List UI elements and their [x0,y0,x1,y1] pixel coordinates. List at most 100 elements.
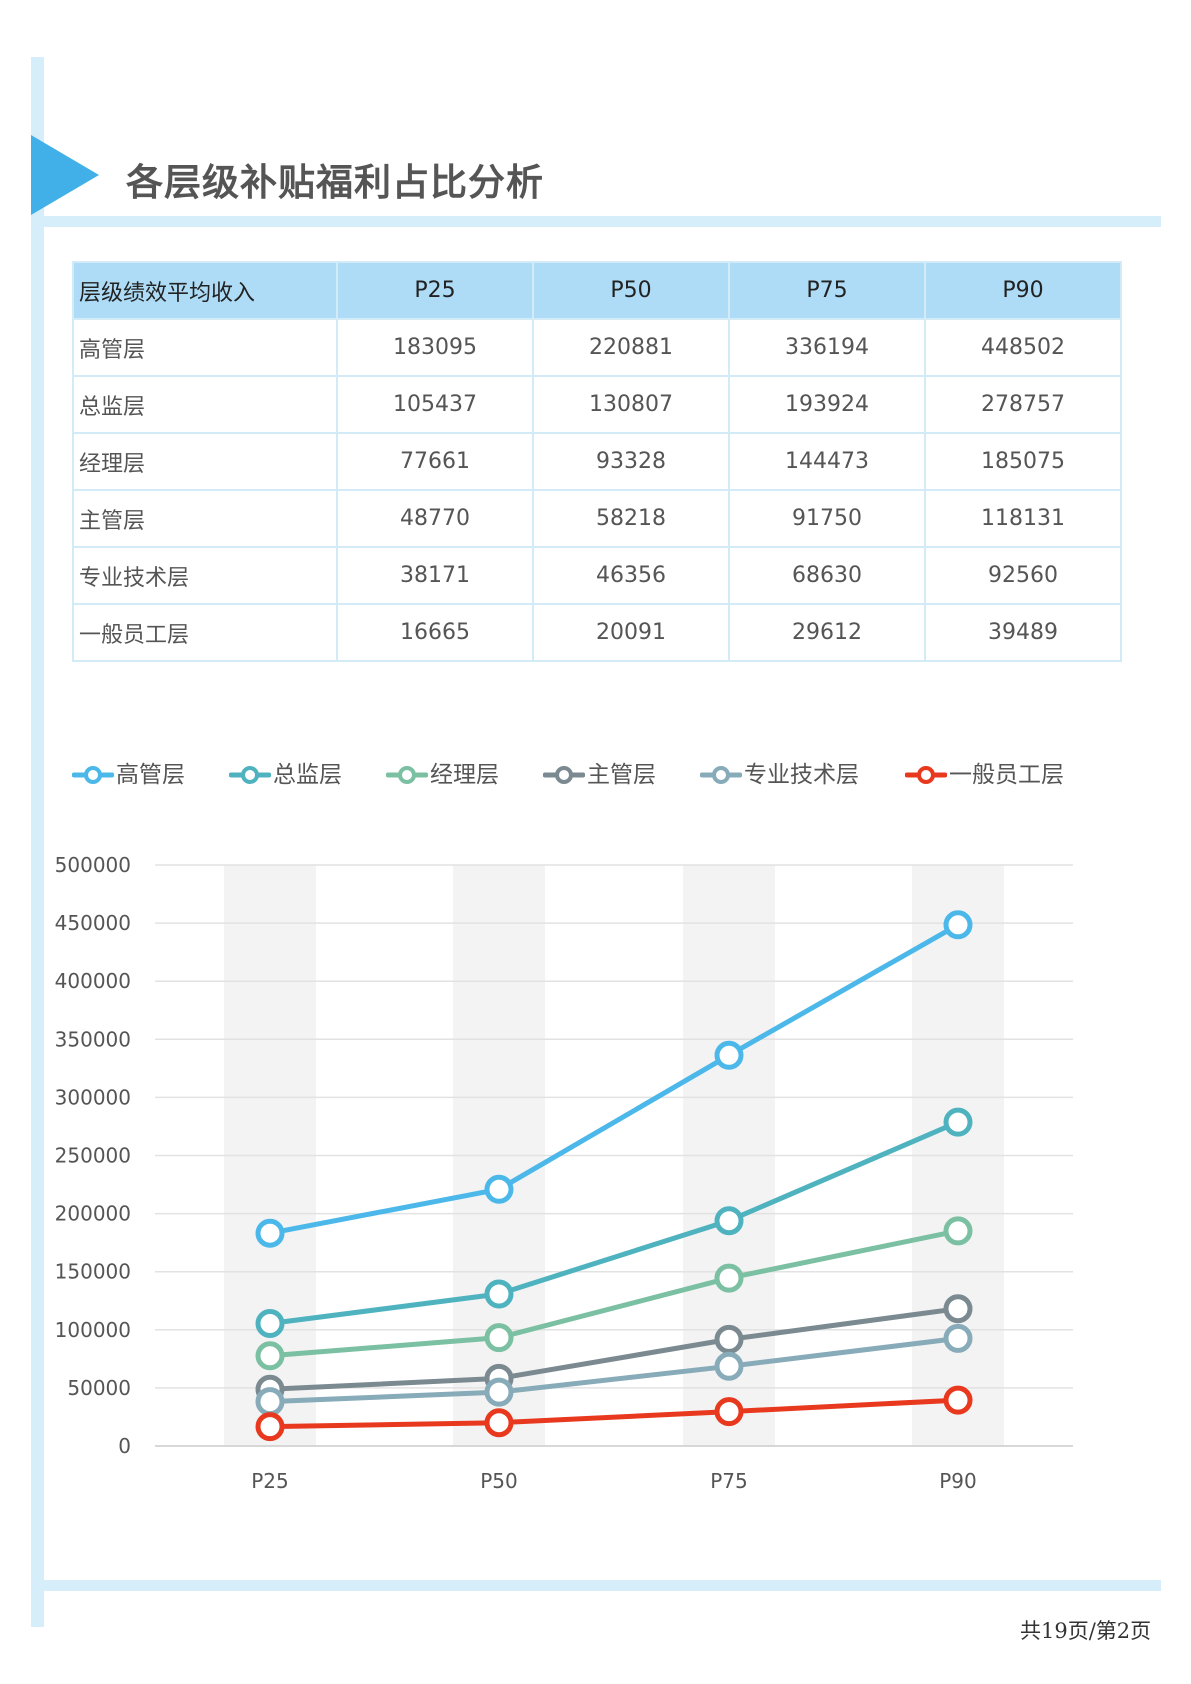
page-number: 共19页/第2页 [1020,1619,1152,1643]
legend-marker-icon [72,766,114,784]
header-divider [31,216,1161,227]
legend-label: 高管层 [116,762,185,788]
table-cell: 68630 [728,546,926,605]
page-title: 各层级补贴福利占比分析 [126,161,544,204]
y-tick-label: 350000 [55,1027,131,1051]
legend-label: 主管层 [587,762,656,788]
series-point-1 [943,1107,973,1137]
series-line-4 [267,1335,961,1405]
series-point-0 [484,1174,514,1204]
table-header-row: 层级绩效平均收入 P25 P50 P75 P90 [72,261,1122,320]
series-point-4 [714,1351,744,1381]
table-cell: 经理层 [72,432,338,491]
table-cell: 主管层 [72,489,338,548]
line-chart: 0 50000 100000 150000 200000 250000 300000 3500… [55,853,1073,1493]
title-triangle-icon [31,135,99,215]
series-point-5 [255,1412,285,1442]
series-line-3 [267,1306,961,1392]
series-point-4 [943,1323,973,1353]
series-point-0 [255,1218,285,1248]
y-tick-label: 100000 [55,1318,131,1342]
table-header-cell: P25 [336,261,534,320]
legend-marker-icon [700,766,742,784]
table-row: 主管层 48770 58218 91750 118131 [72,489,1122,548]
series-line-2 [267,1228,961,1359]
series-point-1 [714,1206,744,1236]
series-point-5 [714,1397,744,1427]
series-point-4 [484,1377,514,1407]
table-cell: 39489 [924,603,1122,662]
table-cell: 220881 [532,318,730,377]
series-point-1 [255,1309,285,1338]
series-point-3 [714,1324,744,1354]
y-tick-label: 500000 [55,853,131,877]
legend-marker-icon [905,766,947,784]
income-table: 层级绩效平均收入 P25 P50 P75 P90 高管层 183095 2208… [72,261,1122,662]
y-tick-label: 250000 [55,1144,131,1168]
table-cell: 448502 [924,318,1122,377]
table-cell: 183095 [336,318,534,377]
table-cell: 专业技术层 [72,546,338,605]
table-header-cell: P50 [532,261,730,320]
table-cell: 16665 [336,603,534,662]
y-tick-label: 300000 [55,1085,131,1109]
y-tick-label: 200000 [55,1202,131,1226]
series-point-4 [255,1387,285,1417]
series-point-5 [484,1408,514,1438]
table-cell: 48770 [336,489,534,548]
series-point-3 [943,1294,973,1324]
table-cell: 77661 [336,432,534,491]
table-cell: 总监层 [72,375,338,434]
legend-label: 经理层 [430,762,499,788]
legend-marker-icon [543,766,585,784]
table-cell: 118131 [924,489,1122,548]
table-cell: 278757 [924,375,1122,434]
y-tick-label: 450000 [55,911,131,935]
series-point-1 [484,1279,514,1309]
table-cell: 38171 [336,546,534,605]
table-cell: 144473 [728,432,926,491]
legend-marker-icon [386,766,428,784]
x-tick-label: P50 [480,1469,518,1493]
table-row: 总监层 105437 130807 193924 278757 [72,375,1122,434]
table-cell: 193924 [728,375,926,434]
y-tick-label: 400000 [55,969,131,993]
series-point-2 [484,1323,514,1353]
x-tick-label: P25 [251,1469,289,1493]
footer-divider [31,1580,1161,1591]
legend-label: 总监层 [273,762,342,788]
table-cell: 93328 [532,432,730,491]
table-row: 高管层 183095 220881 336194 448502 [72,318,1122,377]
series-line-1 [267,1119,961,1326]
legend-label: 一般员工层 [949,762,1064,788]
y-tick-label: 0 [118,1434,131,1458]
series-point-5 [943,1385,973,1415]
table-header-cell: P75 [728,261,926,320]
series-point-2 [255,1341,285,1371]
table-row: 经理层 77661 93328 144473 185075 [72,432,1122,491]
table-cell: 46356 [532,546,730,605]
table-cell: 336194 [728,318,926,377]
table-header-cell: 层级绩效平均收入 [72,261,338,320]
table-header-cell: P90 [924,261,1122,320]
table-cell: 20091 [532,603,730,662]
left-accent-bar [31,57,44,1627]
legend-marker-icon [229,766,271,784]
table-cell: 92560 [924,546,1122,605]
y-tick-label: 150000 [55,1260,131,1284]
table-cell: 130807 [532,375,730,434]
table-cell: 29612 [728,603,926,662]
y-tick-label: 50000 [67,1376,131,1400]
series-point-0 [943,910,973,940]
table-cell: 91750 [728,489,926,548]
series-point-2 [943,1216,973,1246]
series-line-0 [267,922,961,1236]
series-line-5 [267,1397,961,1430]
table-cell: 105437 [336,375,534,434]
table-cell: 185075 [924,432,1122,491]
table-row: 一般员工层 16665 20091 29612 39489 [72,603,1122,662]
series-point-0 [714,1040,744,1070]
series-point-2 [714,1263,744,1293]
table-cell: 高管层 [72,318,338,377]
table-cell: 一般员工层 [72,603,338,662]
